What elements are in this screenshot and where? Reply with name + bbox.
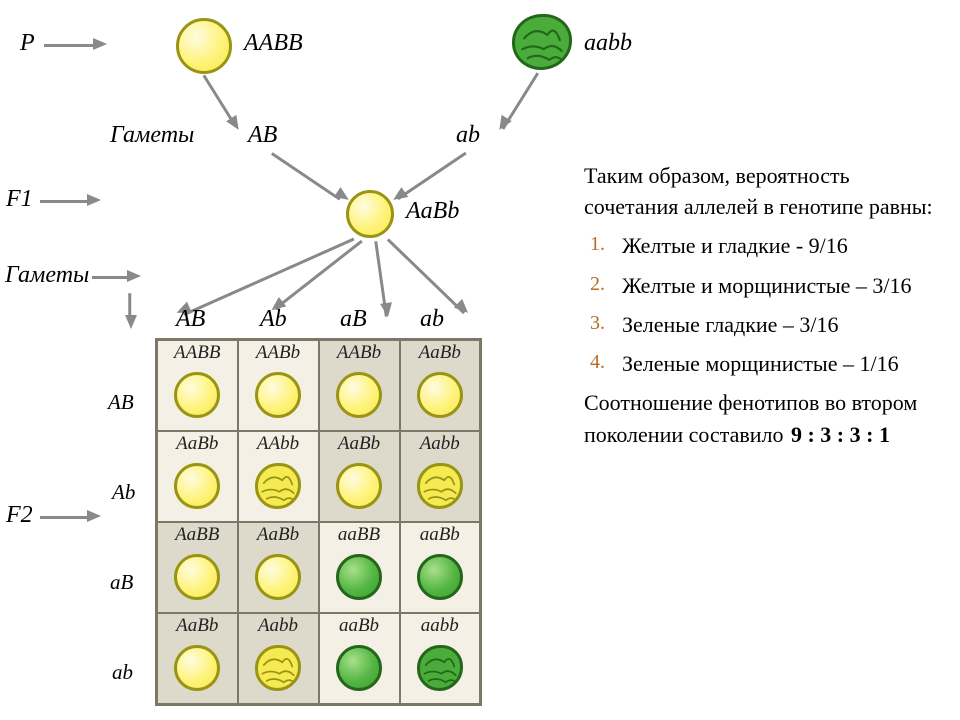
pea-icon bbox=[174, 554, 220, 600]
pea-icon bbox=[174, 463, 220, 509]
punnett-genotype: AaBb bbox=[157, 431, 238, 456]
punnett-genotype: AaBb bbox=[319, 431, 400, 456]
punnett-phenotype bbox=[400, 456, 481, 522]
punnett-phenotype bbox=[157, 638, 238, 704]
row-label-0: AB bbox=[108, 390, 134, 415]
pea-icon bbox=[255, 463, 301, 509]
arrow-f1-head bbox=[87, 194, 101, 206]
col-label-1: Ab bbox=[260, 306, 287, 333]
punnett-genotype: AAbb bbox=[238, 431, 319, 456]
arrow-f2-head bbox=[87, 510, 101, 522]
ratio-item-1: Желтые и гладкие - 9/16 bbox=[622, 230, 944, 261]
arrow-f1g-3h bbox=[380, 302, 394, 318]
f1-gametes-label: Гаметы bbox=[5, 262, 89, 289]
arrow-p bbox=[44, 44, 94, 47]
p-gamete-right: ab bbox=[456, 122, 480, 149]
punnett-phenotype bbox=[238, 365, 319, 431]
punnett-phenotype bbox=[400, 547, 481, 613]
punnett-phenotype bbox=[157, 456, 238, 522]
punnett-phenotype bbox=[157, 365, 238, 431]
arrow-f1g-4h bbox=[454, 299, 472, 317]
punnett-phenotype bbox=[319, 456, 400, 522]
punnett-genotype: Aabb bbox=[400, 431, 481, 456]
col-label-0: AB bbox=[176, 306, 205, 333]
punnett-genotype: aabb bbox=[400, 613, 481, 638]
pea-icon bbox=[255, 645, 301, 691]
col-label-2: aB bbox=[340, 306, 367, 333]
ratio-bold: 9 : 3 : 3 : 1 bbox=[791, 422, 890, 447]
row-label-2: aB bbox=[110, 570, 133, 595]
ratio-item-4: Зеленые морщинистые – 1/16 bbox=[622, 348, 944, 379]
row-label-3: ab bbox=[112, 660, 133, 685]
parent-right-icon bbox=[512, 14, 572, 70]
ratio-item-3: Зеленые гладкие – 3/16 bbox=[622, 309, 944, 340]
punnett-phenotype bbox=[238, 638, 319, 704]
punnett-genotype: AaBB bbox=[157, 522, 238, 547]
arrow-f1 bbox=[40, 200, 88, 203]
punnett-square: AABBAABbAABbAaBbAaBbAAbbAaBbAabbAaBBAaBb… bbox=[155, 338, 482, 706]
arrow-gametes-horiz bbox=[92, 276, 128, 279]
arrow-f1g-4 bbox=[387, 238, 465, 313]
row-label-1: Ab bbox=[112, 480, 135, 505]
punnett-genotype: AaBb bbox=[400, 340, 481, 366]
outro-text: Соотношение фенотипов во втором поколени… bbox=[584, 387, 944, 449]
col-label-3: ab bbox=[420, 306, 444, 333]
punnett-phenotype bbox=[238, 456, 319, 522]
arrow-gametes-vert-h bbox=[125, 315, 137, 329]
punnett-genotype: AABb bbox=[319, 340, 400, 366]
punnett-phenotype bbox=[238, 547, 319, 613]
pea-icon bbox=[417, 645, 463, 691]
ratio-list: Желтые и гладкие - 9/16 Желтые и морщини… bbox=[584, 230, 944, 379]
punnett-genotype: AABb bbox=[238, 340, 319, 366]
pea-icon bbox=[417, 463, 463, 509]
f1-icon bbox=[346, 190, 394, 238]
explanation-panel: Таким образом, вероятность сочетания алл… bbox=[584, 160, 944, 450]
punnett-genotype: aaBb bbox=[400, 522, 481, 547]
arrow-f2 bbox=[40, 516, 88, 519]
punnett-phenotype bbox=[400, 365, 481, 431]
arrow-gametes-horiz-h bbox=[127, 270, 141, 282]
pea-icon bbox=[417, 554, 463, 600]
figure-root: { "symbols":{"P":"P","F1":"F1","F2":"F2"… bbox=[0, 0, 960, 720]
generation-f1-label: F1 bbox=[6, 186, 33, 213]
generation-f2-label: F2 bbox=[6, 502, 33, 529]
ratio-item-2: Желтые и морщинистые – 3/16 bbox=[622, 270, 944, 301]
punnett-phenotype bbox=[319, 547, 400, 613]
punnett-genotype: aaBB bbox=[319, 522, 400, 547]
generation-p-label: P bbox=[20, 30, 35, 57]
arrow-cross-right bbox=[397, 152, 466, 200]
parent-right-genotype: aabb bbox=[584, 30, 632, 57]
pea-icon bbox=[336, 463, 382, 509]
arrow-cross-left bbox=[271, 152, 340, 200]
pea-icon bbox=[174, 372, 220, 418]
punnett-genotype: AABB bbox=[157, 340, 238, 366]
parent-left-icon bbox=[176, 18, 232, 74]
arrow-p-head bbox=[93, 38, 107, 50]
punnett-phenotype bbox=[319, 638, 400, 704]
punnett-phenotype bbox=[400, 638, 481, 704]
parent-left-genotype: AABB bbox=[244, 30, 303, 57]
punnett-genotype: AaBb bbox=[157, 613, 238, 638]
pea-icon bbox=[336, 645, 382, 691]
p-gamete-left: AB bbox=[248, 122, 277, 149]
pea-icon bbox=[255, 554, 301, 600]
p-gametes-label: Гаметы bbox=[110, 122, 194, 149]
punnett-genotype: aaBb bbox=[319, 613, 400, 638]
punnett-phenotype bbox=[157, 547, 238, 613]
pea-icon bbox=[174, 645, 220, 691]
f1-genotype: AaBb bbox=[406, 198, 459, 225]
punnett-genotype: AaBb bbox=[238, 522, 319, 547]
intro-text: Таким образом, вероятность сочетания алл… bbox=[584, 160, 944, 222]
pea-icon bbox=[417, 372, 463, 418]
punnett-phenotype bbox=[319, 365, 400, 431]
pea-icon bbox=[336, 554, 382, 600]
punnett-genotype: Aabb bbox=[238, 613, 319, 638]
arrow-f1g-2 bbox=[275, 240, 363, 310]
pea-icon bbox=[255, 372, 301, 418]
pea-icon bbox=[336, 372, 382, 418]
